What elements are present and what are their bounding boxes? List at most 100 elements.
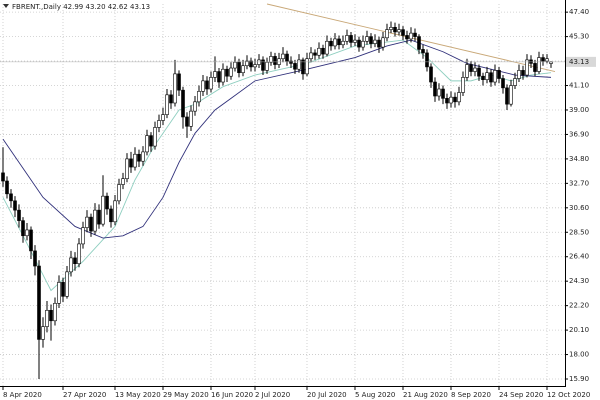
y-tick-label: 28.50 — [569, 228, 589, 236]
x-tick-label: 8 Sep 2020 — [451, 391, 491, 399]
high-label: 43.20 — [85, 3, 105, 11]
y-tick-label: 26.40 — [569, 253, 589, 261]
candle-body — [281, 53, 285, 60]
x-tick-label: 16 Jun 2020 — [211, 391, 253, 399]
candle-body — [137, 153, 141, 162]
x-tick-label: 2 Jul 2020 — [255, 391, 290, 399]
candle-body — [193, 101, 197, 112]
candle-body — [413, 32, 417, 37]
candle-body — [357, 39, 361, 48]
last-price-label: 43.13 — [569, 58, 589, 66]
candle-body — [461, 77, 465, 93]
candle-body — [1, 172, 5, 182]
candle-body — [13, 200, 17, 211]
candle-body — [85, 216, 89, 228]
candle-body — [469, 64, 473, 72]
candle-body — [333, 38, 337, 47]
candle-body — [77, 243, 81, 265]
candle-body — [497, 70, 501, 79]
header-icon — [3, 4, 9, 8]
candle-body — [477, 67, 481, 77]
candle-body — [485, 72, 489, 81]
candle-body — [537, 57, 541, 72]
candle-body — [249, 60, 253, 68]
candle-body — [253, 64, 257, 68]
close-label: 43.13 — [130, 3, 150, 11]
candle-body — [329, 40, 333, 47]
candle-body — [441, 88, 445, 99]
candle-body — [365, 36, 369, 42]
candle-body — [401, 29, 405, 36]
low-label: 42.62 — [108, 3, 128, 11]
candle-body — [221, 68, 225, 83]
candle-body — [393, 26, 397, 33]
candle-body — [201, 80, 205, 92]
candle-body — [205, 80, 209, 90]
candle-body — [101, 195, 105, 225]
candle-body — [381, 37, 385, 48]
candle-body — [241, 65, 245, 74]
candle-body — [269, 56, 273, 63]
y-tick-label: 41.10 — [569, 82, 589, 90]
candle-body — [69, 257, 73, 273]
candle-body — [389, 26, 393, 30]
y-tick-label: 36.90 — [569, 130, 589, 138]
candle-body — [513, 78, 517, 86]
x-tick-label: 29 May 2020 — [163, 391, 209, 399]
x-tick-label: 13 May 2020 — [115, 391, 161, 399]
candle-body — [57, 282, 61, 304]
y-tick-label: 32.70 — [569, 179, 589, 187]
candle-body — [345, 35, 349, 42]
candle-body — [37, 265, 41, 340]
candle-body — [17, 209, 21, 221]
candle-body — [177, 73, 181, 91]
candle-body — [145, 135, 149, 153]
candle-body — [265, 61, 269, 71]
candle-body — [509, 85, 513, 105]
candle-body — [405, 35, 409, 40]
candle-body — [449, 96, 453, 104]
y-tick-label: 18.00 — [569, 351, 589, 359]
candle-body — [89, 216, 93, 232]
candle-body — [237, 61, 241, 74]
y-tick-label: 39.00 — [569, 106, 589, 114]
candle-body — [385, 29, 389, 39]
open-label: 42.99 — [63, 3, 83, 11]
candle-body — [45, 309, 49, 327]
candle-body — [373, 39, 377, 44]
candle-body — [517, 70, 521, 79]
candle-body — [53, 303, 57, 322]
candle-body — [61, 282, 65, 297]
candle-body — [257, 59, 261, 65]
candle-body — [109, 208, 113, 223]
candle-body — [29, 229, 33, 252]
y-tick-label: 34.80 — [569, 155, 589, 163]
candle-body — [129, 158, 133, 168]
candle-body — [153, 127, 157, 147]
candle-body — [397, 29, 401, 33]
candle-body — [457, 92, 461, 103]
candle-body — [301, 59, 305, 75]
candle-body — [305, 58, 309, 75]
candle-body — [473, 67, 477, 72]
candle-body — [225, 68, 229, 77]
candle-body — [65, 271, 69, 297]
candle-body — [293, 63, 297, 70]
candle-body — [81, 227, 85, 245]
candle-body — [341, 40, 345, 46]
candle-body — [297, 59, 301, 70]
candle-body — [49, 309, 53, 322]
candle-body — [533, 63, 537, 72]
candle-body — [489, 72, 493, 83]
x-tick-label: 5 Aug 2020 — [355, 391, 395, 399]
y-tick-label: 20.10 — [569, 326, 589, 334]
candle-body — [169, 94, 173, 104]
candle-body — [349, 35, 353, 43]
candle-body — [521, 70, 525, 76]
candle-body — [213, 71, 217, 78]
candle-body — [97, 209, 101, 225]
candle-body — [445, 98, 449, 104]
candle-body — [149, 135, 153, 147]
candle-body — [369, 36, 373, 44]
